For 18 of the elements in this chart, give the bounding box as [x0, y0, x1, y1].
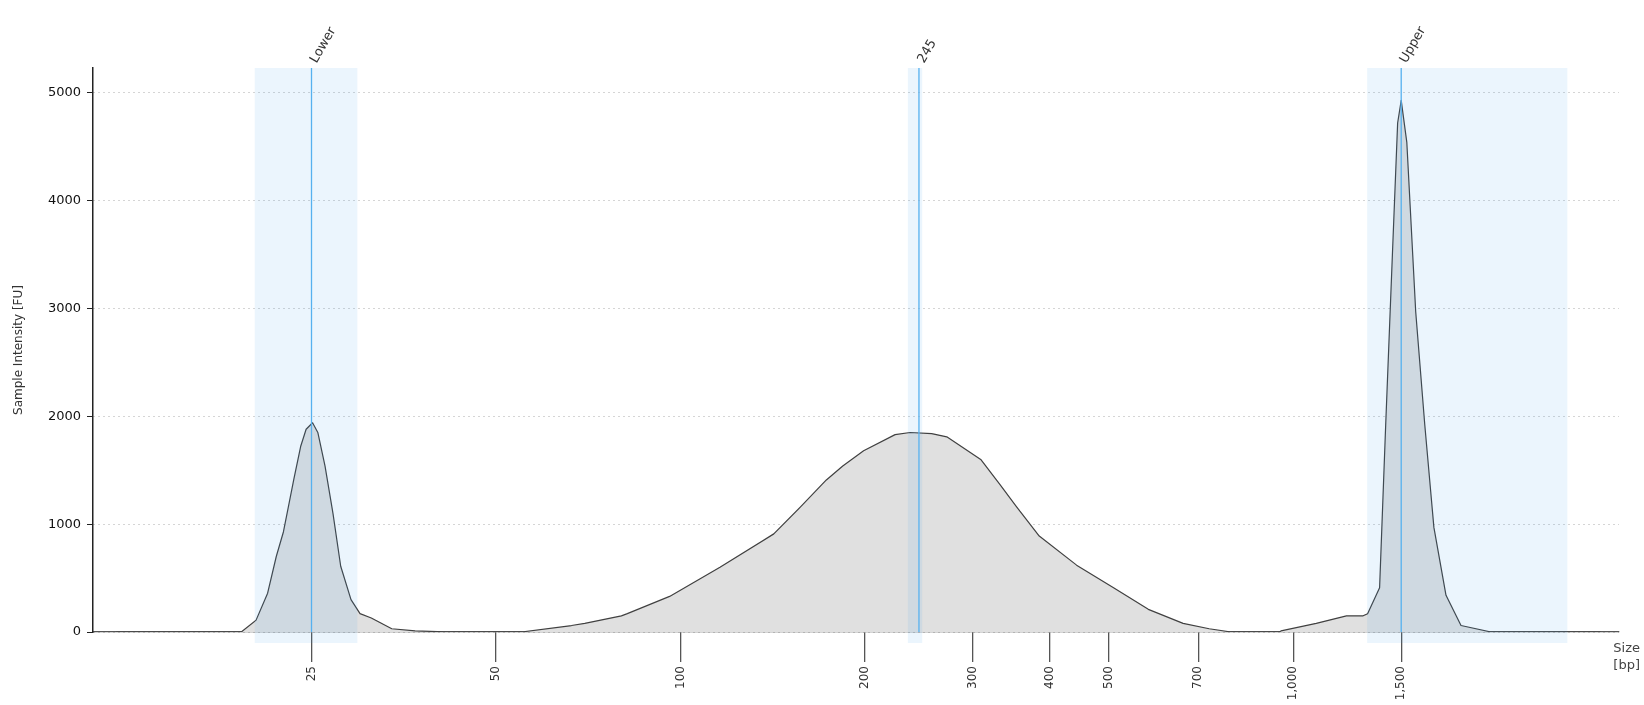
x-tick-label: 700	[1190, 666, 1205, 689]
y-tick-label: 4000	[47, 192, 81, 208]
x-tick-label: 50	[488, 666, 503, 682]
x-axis-title: Size [bp]	[1613, 639, 1640, 672]
x-tick-label: 400	[1041, 666, 1056, 689]
x-tick-label: 100	[672, 666, 687, 689]
x-tick-label: 25	[303, 666, 318, 682]
x-tick-label: 300	[964, 666, 979, 689]
y-tick-label: 2000	[47, 407, 81, 423]
y-axis-title: Sample Intensity [FU]	[11, 285, 26, 415]
y-tick-label: 5000	[47, 84, 81, 100]
y-tick-label: 0	[72, 623, 81, 639]
x-tick-label: 200	[857, 666, 872, 689]
y-tick-label: 1000	[47, 515, 81, 531]
y-tick-label: 3000	[47, 299, 81, 315]
x-tick-label: 1,500	[1393, 666, 1408, 701]
x-tick-label: 500	[1100, 666, 1115, 689]
x-tick-label: 1,000	[1285, 666, 1300, 701]
